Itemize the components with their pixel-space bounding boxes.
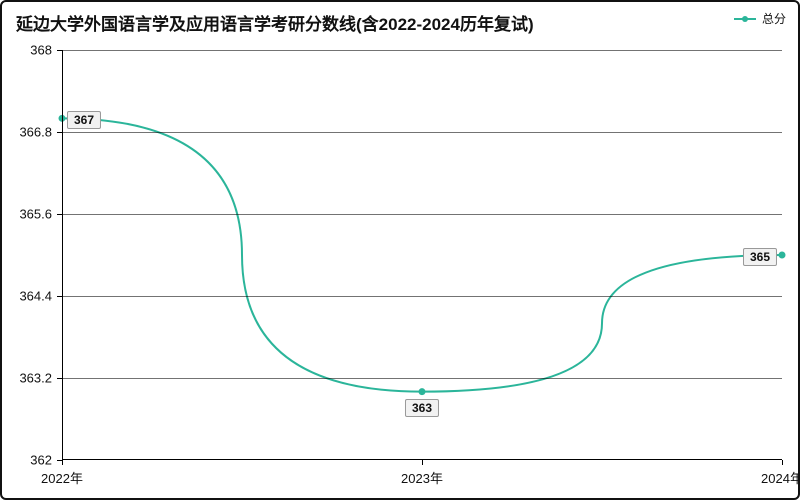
legend-swatch	[734, 18, 756, 20]
chart-title: 延边大学外国语言学及应用语言学考研分数线(含2022-2024历年复试)	[16, 10, 534, 35]
x-tick-label: 2024年	[761, 468, 800, 487]
grid-line	[62, 296, 782, 297]
series-marker	[779, 252, 786, 259]
y-axis	[62, 50, 63, 460]
x-tick	[422, 460, 423, 465]
plot-area: 362363.2364.4365.6366.83682022年2023年2024…	[62, 50, 782, 460]
legend-label: 总分	[762, 10, 786, 27]
data-label: 367	[67, 111, 101, 129]
x-tick-label: 2022年	[41, 468, 83, 487]
legend: 总分	[734, 10, 786, 27]
x-tick	[782, 460, 783, 465]
chart-container: 延边大学外国语言学及应用语言学考研分数线(含2022-2024历年复试) 总分 …	[0, 0, 800, 500]
y-tick-label: 365.6	[19, 207, 52, 222]
y-tick-label: 363.2	[19, 371, 52, 386]
series-marker	[419, 388, 426, 395]
grid-line	[62, 132, 782, 133]
y-tick-label: 368	[30, 43, 52, 58]
series-line	[62, 118, 782, 391]
data-label: 365	[743, 248, 777, 266]
data-label: 363	[405, 399, 439, 417]
x-tick	[62, 460, 63, 465]
y-tick-label: 366.8	[19, 125, 52, 140]
grid-line	[62, 50, 782, 51]
x-tick-label: 2023年	[401, 468, 443, 487]
y-tick-label: 364.4	[19, 289, 52, 304]
grid-line	[62, 214, 782, 215]
grid-line	[62, 378, 782, 379]
y-tick-label: 362	[30, 453, 52, 468]
